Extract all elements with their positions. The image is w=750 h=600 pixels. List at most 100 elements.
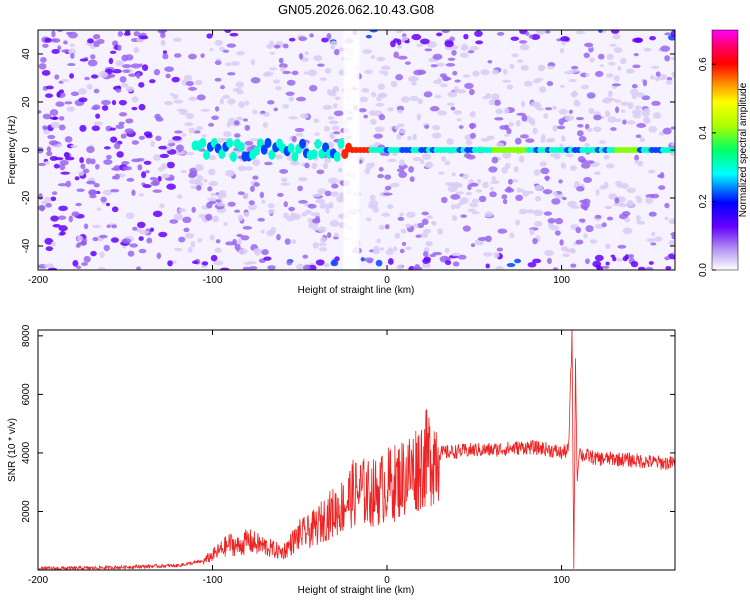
spectrogram-cell [439, 83, 448, 88]
spectrogram-cell [515, 119, 521, 127]
spectrogram-cell [110, 237, 119, 243]
spectrogram-cell [222, 94, 231, 99]
spectrogram-cell [187, 246, 193, 253]
spectrogram-cell [367, 203, 377, 209]
spectrogram-cell [51, 38, 61, 43]
spectrogram-cell [384, 174, 392, 180]
spectrogram-cell [460, 214, 467, 218]
spectrogram-cell [322, 162, 329, 170]
spectrogram-cell [364, 257, 374, 263]
spectrogram-cell [237, 238, 242, 245]
spectrogram-cell [593, 126, 602, 133]
spectrogram-cell [125, 54, 134, 61]
spectrogram-cell [310, 212, 321, 217]
spectrogram-cell [252, 175, 259, 180]
spectrogram-cell [277, 192, 284, 197]
spectrogram-cell [669, 218, 675, 224]
spectrogram-cell [85, 157, 92, 165]
spectrogram-cell [416, 113, 422, 121]
spectrogram-cell [152, 189, 163, 193]
spectrogram-cell [262, 121, 268, 128]
spectrogram-cell [564, 115, 575, 122]
spectrogram-cell [185, 80, 194, 87]
spectrogram-cell [153, 68, 161, 76]
spectrogram-cell [214, 77, 222, 82]
spectrogram-cell [149, 227, 155, 232]
spectrogram-cell [127, 250, 135, 257]
spectrogram-cell [664, 55, 671, 62]
spectrogram-cell [214, 247, 222, 253]
spectrogram-cell [244, 100, 250, 106]
spectrogram-cell [670, 56, 675, 61]
spectrogram-cell [51, 191, 58, 196]
spectrogram-cell [220, 85, 225, 90]
spectrogram-ridge-cell [299, 138, 307, 149]
spectrogram-cell [543, 176, 551, 180]
spectrogram-cell [450, 106, 456, 111]
spectrogram-cell [65, 180, 72, 188]
spectrogram-cell [78, 97, 88, 103]
spectrogram-cell [312, 242, 319, 249]
spectrogram-cell [111, 224, 118, 229]
spectrogram-cell [547, 217, 556, 224]
spectrogram-cell [110, 189, 120, 193]
spectrogram-cell [399, 129, 407, 134]
spectrogram-cell [424, 161, 434, 169]
spectrogram-cell [222, 131, 232, 137]
spectrogram-cell [399, 159, 406, 167]
spectrogram-cell [441, 156, 447, 162]
spectrogram-cell [143, 160, 152, 165]
spectrogram-cell [269, 51, 275, 55]
spectrogram-cell [457, 254, 467, 260]
spectrogram-cell [315, 215, 320, 222]
spectrogram-cell [206, 201, 213, 209]
spectrogram-cell [575, 30, 585, 35]
spectrogram-cell [411, 82, 417, 86]
spectrogram-cell [597, 30, 603, 33]
spectrogram-cell [446, 138, 454, 145]
spectrogram-cell [69, 43, 75, 48]
spectrogram-cell [607, 116, 617, 123]
spectrogram-cell [188, 96, 198, 101]
spectrogram-cell [188, 127, 196, 134]
spectrogram-cell [159, 30, 168, 33]
spectrogram-cell [233, 133, 241, 138]
spectrogram-cell [249, 138, 260, 142]
spectrogram-cell [404, 246, 412, 251]
spectrogram-cell [78, 88, 87, 95]
spectrogram-cell [174, 130, 183, 134]
spectrogram-cell [546, 257, 552, 265]
spectrogram-cell [45, 202, 52, 208]
spectrogram-cell [197, 238, 203, 243]
spectrogram-cell [90, 158, 96, 165]
spectrogram-cell [84, 76, 90, 81]
spectrogram-cell [424, 48, 433, 52]
spectrogram-cell [86, 84, 93, 90]
spectrogram-cell [83, 223, 89, 230]
spectrogram-cell [379, 70, 384, 74]
spectrogram-cell [42, 113, 52, 120]
spectrogram-cell [312, 225, 318, 231]
spectrogram-cell [471, 198, 480, 203]
spectrogram-cell [227, 201, 236, 207]
spectrogram-cell [447, 91, 458, 98]
spectrogram-cell [242, 266, 251, 270]
colorbar-tick-label: 0.6 [698, 57, 709, 71]
spectrogram-cell [397, 55, 408, 60]
spectrogram-cell [655, 71, 661, 77]
spectrogram-cell [330, 45, 336, 50]
spectrogram-cell [525, 138, 535, 143]
spectrogram-cell [412, 223, 419, 229]
spectrogram-cell [57, 45, 62, 51]
spectrogram-cell [451, 45, 459, 50]
spectrogram-cell [338, 192, 345, 200]
y-tick-label: 6000 [21, 383, 32, 406]
spectrogram-cell [139, 35, 149, 40]
spectrogram-cell [477, 237, 488, 242]
spectrogram-cell [370, 118, 377, 125]
spectrogram-cell [167, 139, 175, 144]
spectrogram-cell [224, 30, 232, 34]
spectrogram-y-axis-label: Frequency (Hz) [7, 116, 18, 185]
spectrogram-cell [396, 133, 402, 140]
spectrogram-cell [172, 136, 182, 141]
